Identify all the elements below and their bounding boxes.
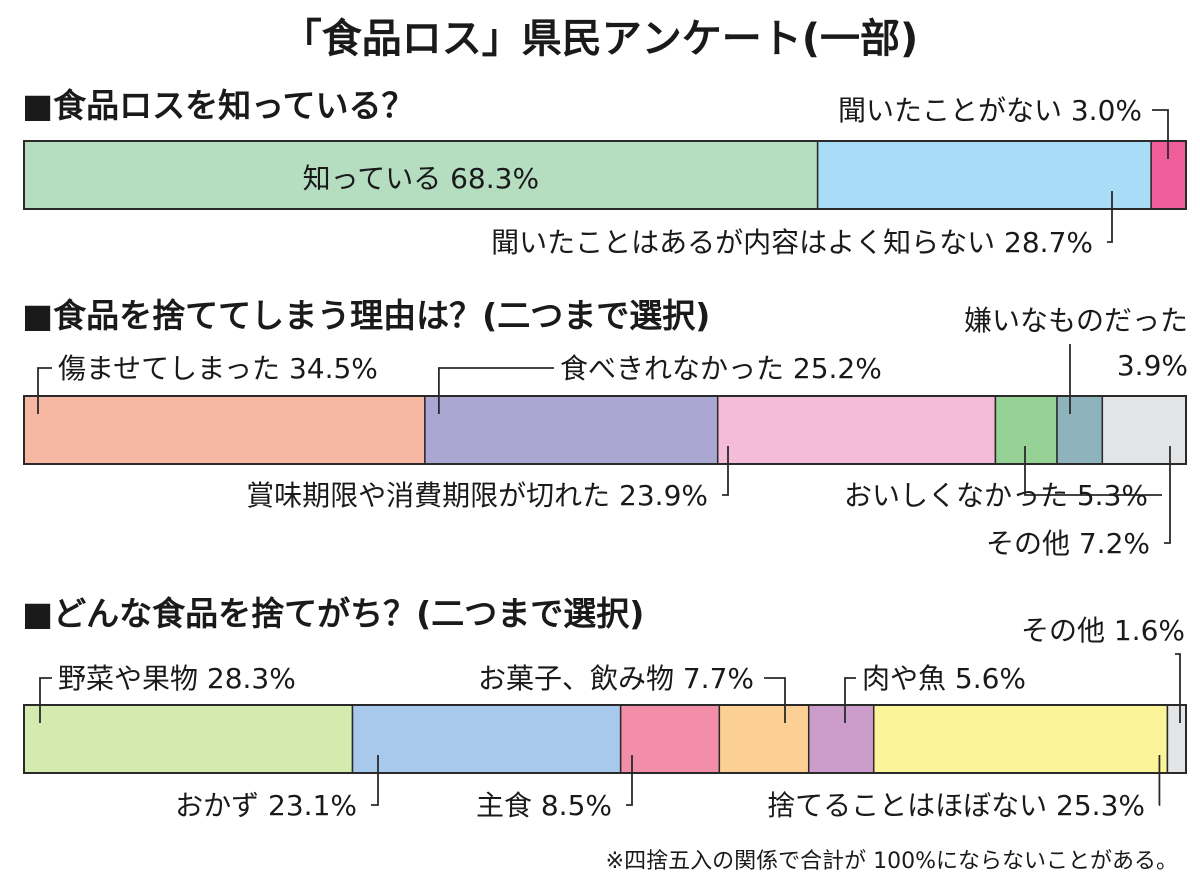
chart-3-title: ■どんな食品を捨てがち？(二つまで選択) (22, 594, 644, 633)
page-title: 「食品ロス」県民アンケート(一部) (282, 16, 919, 62)
bar-segment-2-6 (1101, 395, 1187, 465)
bar-segment-2-2 (424, 395, 719, 465)
bar-segment-3-5 (807, 704, 875, 774)
leader-line-1-3 (1152, 109, 1169, 159)
bar-frame-1 (23, 140, 1187, 210)
leader-line-2-3 (722, 446, 729, 496)
segment-label-2-5-line-1: 嫌いなものだった (964, 304, 1188, 337)
bar-segment-3-3 (619, 704, 721, 774)
bar-segment-2-3 (716, 395, 997, 465)
leader-line-2-6 (1164, 446, 1171, 544)
bar-segment-3-7 (1166, 704, 1187, 774)
bar-segment-3-6 (872, 704, 1169, 774)
segment-label-2-3: 賞味期限や消費期限が切れた 23.9% (246, 479, 708, 512)
leader-line-2-4 (1024, 446, 1162, 496)
stacked-bar-chart-1: ■食品ロスを知っている？ 知っている 68.3% 聞いたことはあるが内容はよく知らな… (22, 86, 1187, 259)
bar-segment-3-1 (23, 704, 354, 774)
segment-label-3-7: その他 1.6% (1021, 614, 1185, 647)
segment-label-3-5: 肉や魚 5.6% (862, 662, 1026, 695)
segment-label-2-4: おいしくなかった 5.3% (844, 479, 1148, 512)
charts-root: ■食品ロスを知っている？ 知っている 68.3% 聞いたことはあるが内容はよく知らな… (22, 86, 1188, 822)
bar-segment-3-4 (718, 704, 810, 774)
leader-line-2-1 (37, 367, 52, 414)
segment-label-2-5-line-2: 3.9% (1117, 349, 1188, 382)
segment-label-3-1: 野菜や果物 28.3% (58, 662, 296, 695)
leader-line-2-2 (437, 367, 554, 414)
bar-segment-2-5 (1056, 395, 1104, 465)
leader-line-3-7 (1175, 653, 1181, 723)
segment-label-1-3: 聞いたことがない 3.0% (838, 94, 1142, 127)
segment-label-2-1: 傷ませてしまった 34.5% (58, 352, 378, 385)
bar-segment-3-2 (351, 704, 622, 774)
segment-label-2-2: 食べきれなかった 25.2% (560, 352, 882, 385)
stacked-bar-chart-3: ■どんな食品を捨てがち？(二つまで選択) 野菜や果物 28.3% おかず 23.1%… (22, 594, 1187, 822)
segment-label-3-2: おかず 23.1% (175, 789, 357, 822)
bar-segment-1-1 (23, 140, 819, 210)
bar-segment-2-4 (994, 395, 1058, 465)
leader-line-3-3 (626, 755, 633, 806)
leader-line-3-4 (764, 677, 786, 723)
segment-label-3-6: 捨てることはほぼない 25.3% (767, 789, 1145, 822)
chart-2-title: ■食品を捨ててしまう理由は？(二つまで選択) (22, 296, 710, 335)
segment-label-2-6: その他 7.2% (986, 527, 1150, 560)
bar-segment-1-2 (816, 140, 1152, 210)
footnote: ※四捨五入の関係で合計が 100%にならないことがある。 (606, 849, 1178, 874)
segment-label-1-1: 知っている 68.3% (303, 162, 539, 195)
leader-line-3-1 (39, 677, 52, 723)
bar-frame-2 (23, 395, 1187, 465)
segment-label-1-2: 聞いたことはあるが内容はよく知らない 28.7% (491, 226, 1093, 259)
bar-frame-3 (23, 704, 1187, 774)
segment-label-3-3: 主食 8.5% (476, 789, 612, 822)
bar-segment-2-1 (23, 395, 426, 465)
chart-1-title: ■食品ロスを知っている？ (22, 86, 415, 125)
stacked-bar-chart-2: ■食品を捨ててしまう理由は？(二つまで選択) 傷ませてしまった 34.5% 食べきれ… (22, 296, 1188, 560)
leader-line-3-5 (844, 677, 856, 723)
segment-label-3-4: お菓子、飲み物 7.7% (478, 662, 754, 695)
leader-line-3-2 (371, 755, 379, 806)
